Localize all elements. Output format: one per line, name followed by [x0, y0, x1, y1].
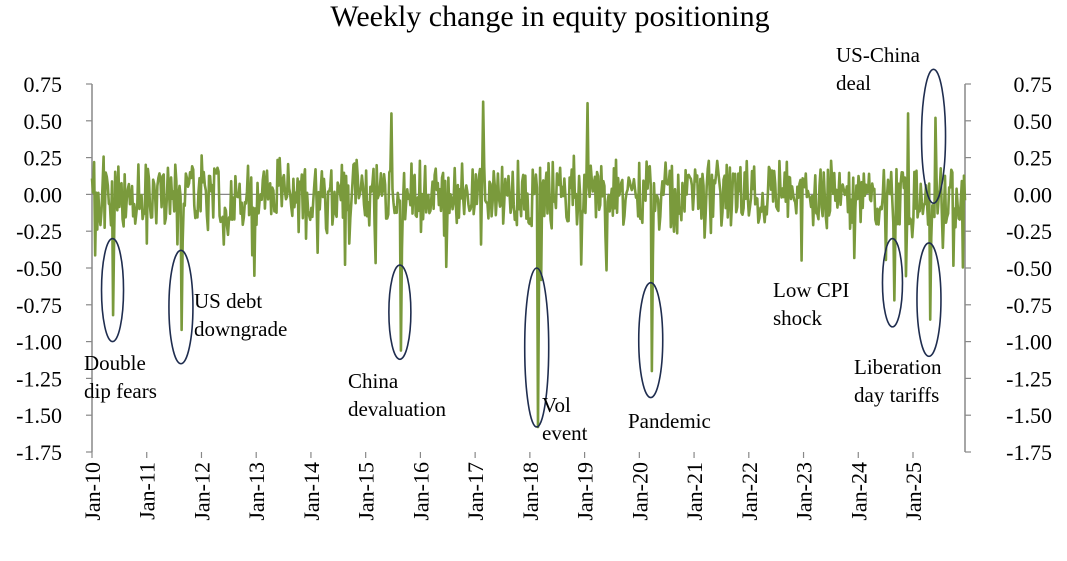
right-y-tick-label: -1.75 — [1006, 440, 1052, 465]
series-layer — [90, 100, 967, 429]
annotation-label: Low CPI shock — [773, 278, 849, 330]
series-line — [90, 100, 967, 429]
annotation-ellipse — [168, 249, 194, 365]
annotation-label: China devaluation — [348, 369, 446, 421]
right-y-tick-label: 0.75 — [1014, 72, 1053, 97]
annotation-ellipse — [100, 237, 125, 343]
annotation-label: US debt downgrade — [194, 289, 287, 341]
annotations-layer: Double dip fears US debt downgrade China deva… — [84, 43, 947, 445]
left-y-tick-label: 0.25 — [24, 146, 63, 171]
right-y-tick-label: 0.00 — [1014, 182, 1053, 207]
annotation-ellipse — [388, 264, 412, 361]
annotation-label-line: China — [348, 369, 399, 393]
left-y-tick-label: -1.75 — [16, 440, 62, 465]
annotation-ellipse — [920, 68, 947, 205]
annotation-label-line: event — [542, 421, 588, 445]
annotation-label-line: downgrade — [194, 317, 287, 341]
x-tick-label: Jan-17 — [463, 462, 488, 521]
annotation-label: US-China deal — [836, 43, 921, 95]
annotation-ellipse — [523, 267, 550, 428]
right-y-tick-label: -1.50 — [1006, 403, 1052, 428]
x-tick-label: Jan-12 — [189, 462, 214, 521]
annotation-label: Double dip fears — [84, 351, 157, 403]
right-y-tick-label: 0.50 — [1014, 109, 1053, 134]
right-y-tick-label: -0.50 — [1006, 256, 1052, 281]
annotation-label: Liberation day tariffs — [854, 355, 942, 407]
x-tick-label: Jan-10 — [80, 462, 105, 521]
x-tick-label: Jan-23 — [792, 462, 817, 521]
x-tick-label: Jan-21 — [682, 462, 707, 521]
left-y-tick-label: -0.25 — [16, 219, 62, 244]
x-tick-label: Jan-16 — [408, 462, 433, 521]
annotation-label-line: dip fears — [84, 379, 157, 403]
x-tick-label: Jan-25 — [901, 462, 926, 521]
x-tick-label: Jan-14 — [299, 462, 324, 521]
right-y-ticks: 0.75 0.50 0.25 0.00 -0.25 -0.50 -0.75 -1.00 -1.2… — [965, 72, 1052, 465]
left-y-tick-label: 0.50 — [24, 109, 63, 134]
right-y-tick-label: 0.25 — [1014, 146, 1053, 171]
annotation-ellipse — [916, 242, 942, 358]
x-tick-label: Jan-13 — [244, 462, 269, 521]
annotation-label: Vol event — [542, 393, 588, 445]
right-y-tick-label: -1.25 — [1006, 366, 1052, 391]
annotation-label-line: US-China — [836, 43, 921, 67]
right-y-tick-label: -1.00 — [1006, 330, 1052, 355]
x-tick-label: Jan-22 — [737, 462, 762, 521]
left-y-tick-label: 0.00 — [24, 182, 63, 207]
annotation-label-line: Liberation — [854, 355, 942, 379]
x-tick-label: Jan-15 — [354, 462, 379, 521]
annotation-ellipse — [637, 281, 664, 399]
x-tick-label: Jan-20 — [627, 462, 652, 521]
annotation-label: Pandemic — [628, 409, 711, 433]
x-tick-label: Jan-24 — [846, 462, 871, 521]
annotation-label-line: Double — [84, 351, 146, 375]
left-y-tick-label: -1.50 — [16, 403, 62, 428]
left-y-tick-label: -0.75 — [16, 293, 62, 318]
annotation-label-line: devaluation — [348, 397, 446, 421]
x-tick-label: Jan-19 — [573, 462, 598, 521]
annotation-ellipse — [881, 237, 904, 328]
left-y-tick-label: -0.50 — [16, 256, 62, 281]
annotation-label-line: US debt — [194, 289, 262, 313]
left-y-tick-label: -1.00 — [16, 330, 62, 355]
annotation-label-line: Low CPI — [773, 278, 849, 302]
annotation-label-line: Pandemic — [628, 409, 711, 433]
right-y-tick-label: -0.75 — [1006, 293, 1052, 318]
x-tick-label: Jan-18 — [518, 462, 543, 521]
annotation-label-line: shock — [773, 306, 822, 330]
x-axis-ticks: Jan-10 Jan-11 Jan-12 Jan-13 Jan-14 Jan-15 Jan-… — [80, 452, 926, 521]
left-y-tick-label: -1.25 — [16, 366, 62, 391]
left-y-ticks: 0.75 0.50 0.25 0.00 -0.25 -0.50 -0.75 -1.00 -1.2… — [16, 72, 92, 465]
left-y-tick-label: 0.75 — [24, 72, 63, 97]
right-y-tick-label: -0.25 — [1006, 219, 1052, 244]
annotation-label-line: day tariffs — [854, 383, 939, 407]
annotation-label-line: Vol — [542, 393, 571, 417]
annotation-label-line: deal — [836, 71, 871, 95]
chart-title: Weekly change in equity positioning — [330, 0, 769, 33]
x-tick-label: Jan-11 — [135, 462, 160, 520]
